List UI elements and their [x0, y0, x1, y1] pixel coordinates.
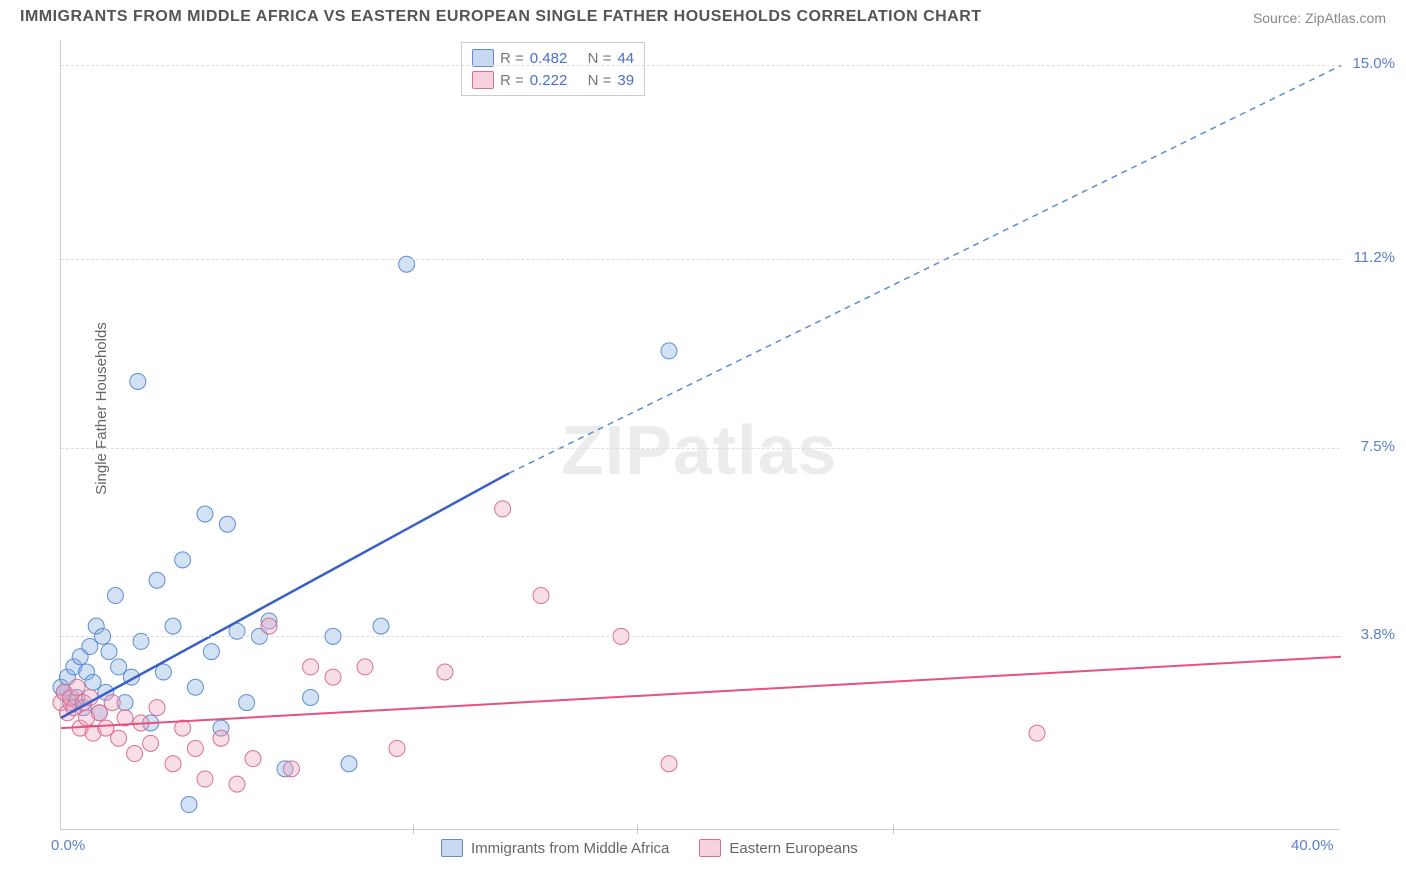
- data-point: [213, 730, 229, 746]
- series-legend-label: Eastern Europeans: [729, 840, 857, 857]
- data-point: [69, 679, 85, 695]
- data-point: [149, 572, 165, 588]
- scatter-plot-svg: [61, 40, 1340, 829]
- series-legend-label: Immigrants from Middle Africa: [471, 840, 669, 857]
- trend-line-blue-extrapolated: [509, 65, 1341, 473]
- data-point: [165, 618, 181, 634]
- data-point: [219, 516, 235, 532]
- data-point: [107, 588, 123, 604]
- data-point: [437, 664, 453, 680]
- trend-line-blue: [61, 473, 509, 718]
- data-point: [104, 695, 120, 711]
- data-point: [533, 588, 549, 604]
- data-point: [175, 552, 191, 568]
- data-point: [303, 689, 319, 705]
- data-point: [1029, 725, 1045, 741]
- series-legend-item: Immigrants from Middle Africa: [441, 839, 669, 857]
- grid-line: [61, 259, 1340, 260]
- y-tick-label: 3.8%: [1361, 626, 1395, 643]
- data-point: [283, 761, 299, 777]
- n-value: 44: [617, 50, 634, 67]
- data-point: [357, 659, 373, 675]
- data-point: [82, 639, 98, 655]
- data-point: [495, 501, 511, 517]
- data-point: [85, 674, 101, 690]
- data-point: [187, 740, 203, 756]
- data-point: [181, 797, 197, 813]
- data-point: [389, 740, 405, 756]
- source-attribution: Source: ZipAtlas.com: [1253, 10, 1386, 26]
- series-legend: Immigrants from Middle Africa Eastern Eur…: [441, 839, 858, 857]
- chart-title: IMMIGRANTS FROM MIDDLE AFRICA VS EASTERN…: [20, 8, 982, 26]
- trend-line-pink: [61, 657, 1341, 728]
- r-value: 0.482: [530, 50, 568, 67]
- grid-line: [61, 448, 1340, 449]
- legend-swatch: [699, 839, 721, 857]
- data-point: [661, 756, 677, 772]
- data-point: [661, 343, 677, 359]
- data-point: [197, 506, 213, 522]
- r-label: R =: [500, 50, 524, 67]
- legend-swatch: [472, 49, 494, 67]
- data-point: [245, 751, 261, 767]
- x-tick: [413, 824, 414, 834]
- r-value: 0.222: [530, 72, 568, 89]
- n-label: N =: [588, 72, 612, 89]
- data-point: [127, 746, 143, 762]
- y-tick-label: 7.5%: [1361, 438, 1395, 455]
- grid-line: [61, 65, 1340, 66]
- data-point: [187, 679, 203, 695]
- x-tick-label: 40.0%: [1291, 837, 1334, 854]
- data-point: [165, 756, 181, 772]
- data-point: [143, 735, 159, 751]
- data-point: [91, 705, 107, 721]
- n-value: 39: [617, 72, 634, 89]
- data-point: [197, 771, 213, 787]
- data-point: [111, 730, 127, 746]
- data-point: [229, 776, 245, 792]
- data-point: [341, 756, 357, 772]
- chart-plot-area: ZIPatlas R = 0.482 N = 44 R = 0.222 N = …: [60, 40, 1340, 830]
- data-point: [111, 659, 127, 675]
- data-point: [239, 695, 255, 711]
- x-tick-label: 0.0%: [51, 837, 85, 854]
- data-point: [261, 618, 277, 634]
- legend-row: R = 0.222 N = 39: [472, 69, 634, 91]
- x-tick: [637, 824, 638, 834]
- grid-line: [61, 636, 1340, 637]
- y-tick-label: 15.0%: [1352, 55, 1395, 72]
- data-point: [98, 720, 114, 736]
- data-point: [325, 669, 341, 685]
- legend-swatch: [441, 839, 463, 857]
- data-point: [130, 373, 146, 389]
- data-point: [101, 644, 117, 660]
- data-point: [303, 659, 319, 675]
- n-label: N =: [588, 50, 612, 67]
- series-legend-item: Eastern Europeans: [699, 839, 857, 857]
- data-point: [149, 700, 165, 716]
- legend-swatch: [472, 71, 494, 89]
- data-point: [203, 644, 219, 660]
- data-point: [373, 618, 389, 634]
- r-label: R =: [500, 72, 524, 89]
- y-tick-label: 11.2%: [1354, 249, 1395, 266]
- correlation-legend: R = 0.482 N = 44 R = 0.222 N = 39: [461, 42, 645, 96]
- x-tick: [893, 824, 894, 834]
